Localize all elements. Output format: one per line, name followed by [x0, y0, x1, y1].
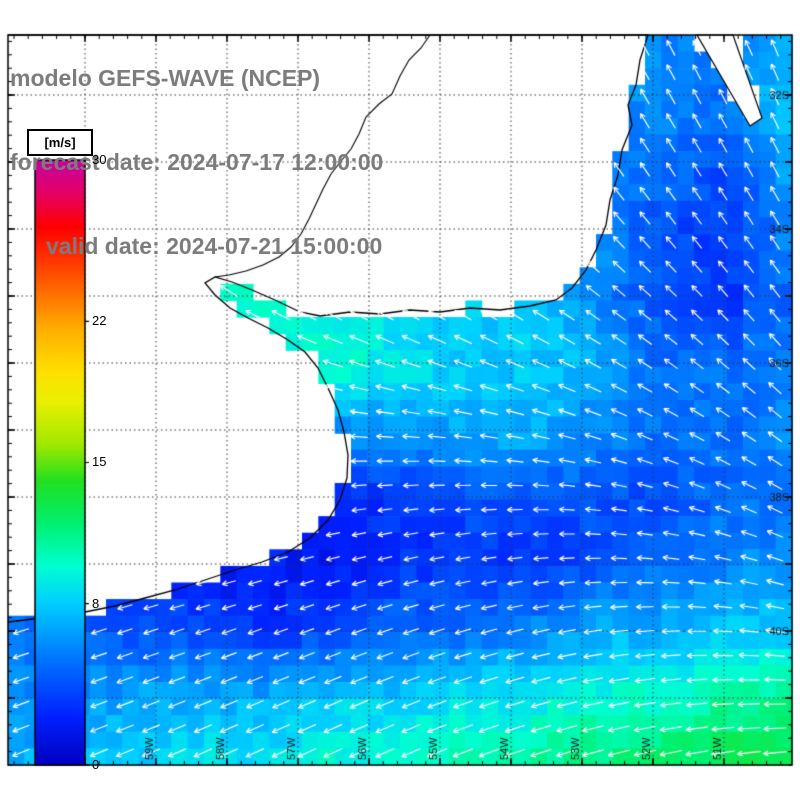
colorbar-unit-label: [m/s]: [27, 129, 93, 156]
colorbar-tick-label: 22: [92, 313, 107, 328]
valid-date-label: valid date: 2024-07-21 15:00:00: [46, 233, 383, 259]
title-block: modelo GEFS-WAVE (NCEP) forecast date: 2…: [10, 8, 383, 316]
colorbar-tick-label: 8: [92, 596, 100, 611]
colorbar-tick-label: 0: [92, 757, 100, 772]
model-title: modelo GEFS-WAVE (NCEP): [10, 65, 321, 91]
colorbar-tick-label: 30: [92, 152, 107, 167]
colorbar-tick-label: 15: [92, 454, 107, 469]
